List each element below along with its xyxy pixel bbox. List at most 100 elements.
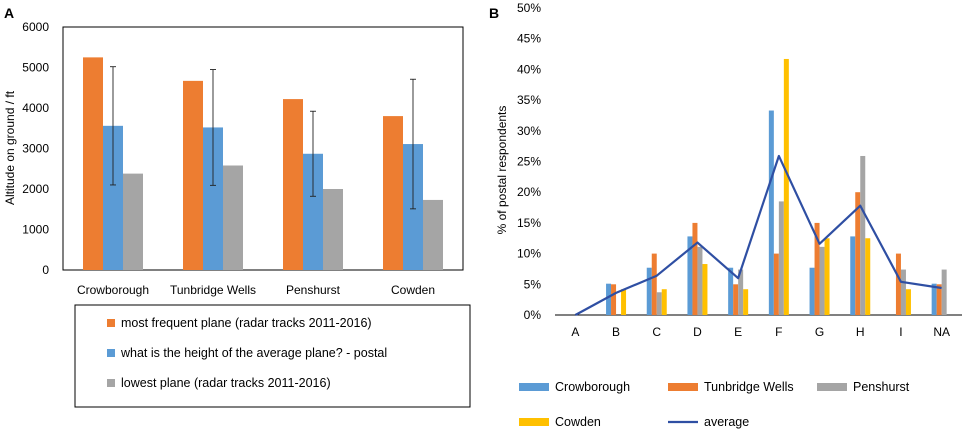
panel-b-y-tick-3: 15%: [517, 216, 541, 230]
panel-b-bar-3-2: [661, 289, 667, 315]
panel-a-legend-label-0: most frequent plane (radar tracks 2011-2…: [121, 316, 372, 330]
panel-b-bar-2-5: [778, 201, 784, 315]
panel-a-legend-swatch-0: [107, 319, 115, 327]
panel-a-bar-1-0: [103, 125, 123, 270]
panel-b-x-tick-3: D: [693, 325, 702, 339]
panel-b-y-tick-7: 35%: [517, 93, 541, 107]
panel-b-bar-0-9: [931, 283, 937, 315]
panel-a-bar-1-2: [303, 153, 323, 270]
panel-b-bar-1-5: [773, 253, 779, 315]
average-line: [574, 154, 942, 316]
panel-b-bar-1-3: [692, 222, 698, 315]
panel-a-x-tick-3: Cowden: [391, 283, 435, 297]
panel-b-legend-label-2: Penshurst: [853, 380, 910, 394]
panel-b-bar-0-4: [728, 267, 734, 315]
panel-a-bar-2-3: [423, 199, 443, 270]
panel-b-y-tick-9: 45%: [517, 32, 541, 46]
panel-b-bar-0-3: [687, 236, 693, 315]
panel-a-y-tick-2: 2000: [22, 182, 49, 196]
panel-b-bars: [606, 58, 947, 316]
panel-a-x-tick-0: Crowborough: [77, 283, 149, 297]
panel-b-legend-swatch-0: [519, 383, 549, 391]
panel-b-x-tick-5: F: [775, 325, 782, 339]
panel-a-legend-swatch-1: [107, 349, 115, 357]
panel-b-y-tick-0: 0%: [524, 308, 542, 322]
panel-a-legend-swatch-2: [107, 379, 115, 387]
panel-a-legend: most frequent plane (radar tracks 2011-2…: [107, 316, 387, 390]
panel-a: A 0 1000 2000 3000 4000 5000 6000 Crowborough T…: [3, 5, 471, 408]
panel-b-bar-3-5: [783, 58, 789, 315]
panel-b-legend-label-1: Tunbridge Wells: [704, 380, 794, 394]
panel-b-bar-2-8: [900, 269, 906, 315]
panel-b-bar-2-6: [819, 246, 825, 315]
panel-a-bar-0-1: [183, 80, 203, 271]
panel-b-y-ticks: 0% 5% 10% 15% 20% 25% 30% 35% 40% 45% 50%: [517, 1, 541, 322]
panel-b-bar-0-6: [809, 267, 815, 315]
panel-a-x-tick-1: Tunbridge Wells: [170, 283, 256, 297]
panel-b-bar-0-1: [606, 283, 612, 315]
panel-a-y-tick-4: 4000: [22, 101, 49, 115]
panel-b-bar-1-6: [814, 222, 820, 315]
panel-b-bar-3-4: [743, 289, 749, 315]
panel-b-y-tick-4: 20%: [517, 185, 541, 199]
panel-b-x-tick-1: B: [612, 325, 620, 339]
panel-a-legend-label-2: lowest plane (radar tracks 2011-2016): [121, 376, 331, 390]
panel-a-legend-box: [74, 304, 471, 408]
panel-a-bar-1-1: [203, 127, 223, 270]
panel-b-letter: B: [489, 5, 499, 21]
panel-a-y-tick-6: 6000: [22, 20, 49, 34]
panel-a-y-axis-title: Altitude on ground / ft: [3, 90, 17, 205]
panel-b-y-tick-6: 30%: [517, 124, 541, 138]
panel-b-bar-2-2: [656, 292, 662, 315]
panel-b-bar-1-8: [895, 253, 901, 315]
panel-a-bar-2-0: [123, 173, 143, 270]
panel-b-bar-1-4: [733, 284, 739, 315]
panel-b-bar-1-1: [611, 284, 617, 315]
panel-b-bar-1-7: [855, 192, 861, 315]
panel-b-bar-2-7: [860, 155, 866, 315]
panel-b-bar-3-1: [621, 289, 627, 315]
panel-b-legend-swatch-2: [817, 383, 847, 391]
panel-b-x-tick-7: H: [856, 325, 865, 339]
panel-b-x-tick-2: C: [652, 325, 661, 339]
panel-b-bar-2-9: [941, 269, 947, 315]
panel-a-error-bars: [110, 66, 416, 210]
panel-b-x-tick-6: G: [815, 325, 824, 339]
panel-b-bar-1-2: [651, 253, 657, 315]
panel-a-y-ticks: 0 1000 2000 3000 4000 5000 6000: [22, 20, 49, 277]
panel-b-bar-1-9: [936, 284, 942, 315]
panel-b-bar-3-6: [824, 238, 830, 315]
panel-a-bar-0-0: [83, 57, 103, 270]
panel-b-y-tick-8: 40%: [517, 62, 541, 76]
panel-b-legend-swatch-1: [668, 383, 698, 391]
panel-b-bar-0-5: [768, 110, 774, 316]
panel-b-bar-2-4: [738, 269, 744, 315]
panel-b-y-tick-2: 10%: [517, 247, 541, 261]
panel-b-x-tick-8: I: [899, 325, 902, 339]
panel-b-y-tick-5: 25%: [517, 155, 541, 169]
panel-a-bar-0-2: [283, 99, 303, 270]
panel-b-bar-3-8: [905, 289, 911, 315]
panel-b: B 0% 5% 10% 15% 20% 25% 30% 35% 40% 45% 50% A B C D E F…: [489, 1, 962, 429]
panel-b-bar-2-3: [697, 246, 703, 315]
panel-b-bar-0-2: [646, 267, 652, 315]
panel-a-y-tick-1: 1000: [22, 223, 49, 237]
panel-a-x-ticks: Crowborough Tunbridge Wells Penshurst Cowde…: [77, 283, 435, 297]
panel-b-legend-label-3: Cowden: [555, 415, 601, 429]
panel-b-x-tick-9: NA: [933, 325, 950, 339]
panel-b-y-tick-1: 5%: [524, 277, 542, 291]
panel-b-legend-swatch-3: [519, 418, 549, 426]
panel-a-y-tick-5: 5000: [22, 61, 49, 75]
panel-b-x-ticks: A B C D E F G H I NA: [571, 325, 950, 339]
panel-a-bar-2-2: [323, 189, 343, 270]
panel-a-y-tick-3: 3000: [22, 142, 49, 156]
panel-b-legend-label-0: Crowborough: [555, 380, 630, 394]
panel-b-bar-3-7: [865, 238, 871, 315]
panel-b-legend: Crowborough Tunbridge Wells Penshurst Cowde…: [519, 380, 910, 429]
panel-a-letter: A: [4, 5, 14, 21]
panel-a-x-tick-2: Penshurst: [286, 283, 341, 297]
panel-b-y-axis-title: % of postal respondents: [495, 106, 509, 235]
panel-b-y-tick-10: 50%: [517, 1, 541, 15]
panel-a-bar-0-3: [383, 116, 403, 270]
